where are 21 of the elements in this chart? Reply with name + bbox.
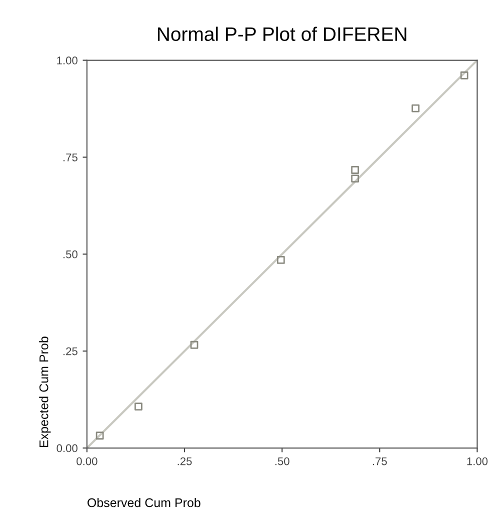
- y-tick-label: .75: [63, 154, 78, 162]
- point: [460, 71, 468, 80]
- point: [134, 402, 142, 410]
- point: [276, 256, 285, 264]
- x-tick-label: .25: [178, 457, 192, 466]
- point: [351, 166, 360, 174]
- point: [190, 340, 198, 349]
- point: [96, 432, 104, 440]
- y-tick-label: 1.00: [57, 56, 78, 64]
- point: [412, 104, 420, 112]
- x-tick-label: 1.00: [467, 457, 488, 466]
- point: [351, 174, 360, 182]
- y-axis-title: Expected Cum Prob: [39, 336, 51, 447]
- chart-title: Normal P-P Plot of DIFEREN: [158, 26, 406, 42]
- x-tick-label: .75: [372, 457, 387, 466]
- y-tick-label: .50: [63, 250, 78, 258]
- x-axis-title: Observed Cum Prob: [88, 498, 200, 508]
- y-tick-label: 0.00: [56, 444, 78, 452]
- x-tick-label: .50: [275, 457, 290, 466]
- y-tick-label: .25: [63, 347, 78, 356]
- x-tick-label: 0.00: [76, 457, 98, 466]
